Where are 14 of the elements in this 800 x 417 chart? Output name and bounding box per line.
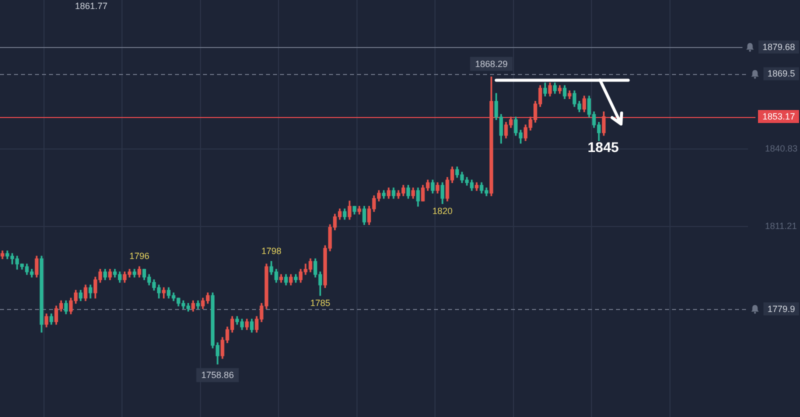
annotation: 1861.77: [75, 0, 108, 11]
ref-line-label: 1879.68: [762, 42, 796, 52]
annotation: 1796: [129, 251, 150, 262]
annotation: 1820: [432, 206, 452, 216]
annotation: 1785: [310, 298, 330, 308]
annotation: 1845: [588, 139, 620, 156]
annotation: 1758.86: [201, 370, 234, 380]
annotation: 1868.29: [475, 58, 508, 69]
ref-line-label: 1869.5: [767, 68, 796, 79]
ref-line-label: 1779.9: [767, 304, 796, 314]
y-tick-label: 1840.83: [765, 143, 798, 154]
ref-line-label: 1853.17: [762, 112, 796, 122]
annotation: 1798: [261, 246, 282, 256]
y-tick-label: 1811.21: [765, 221, 797, 232]
